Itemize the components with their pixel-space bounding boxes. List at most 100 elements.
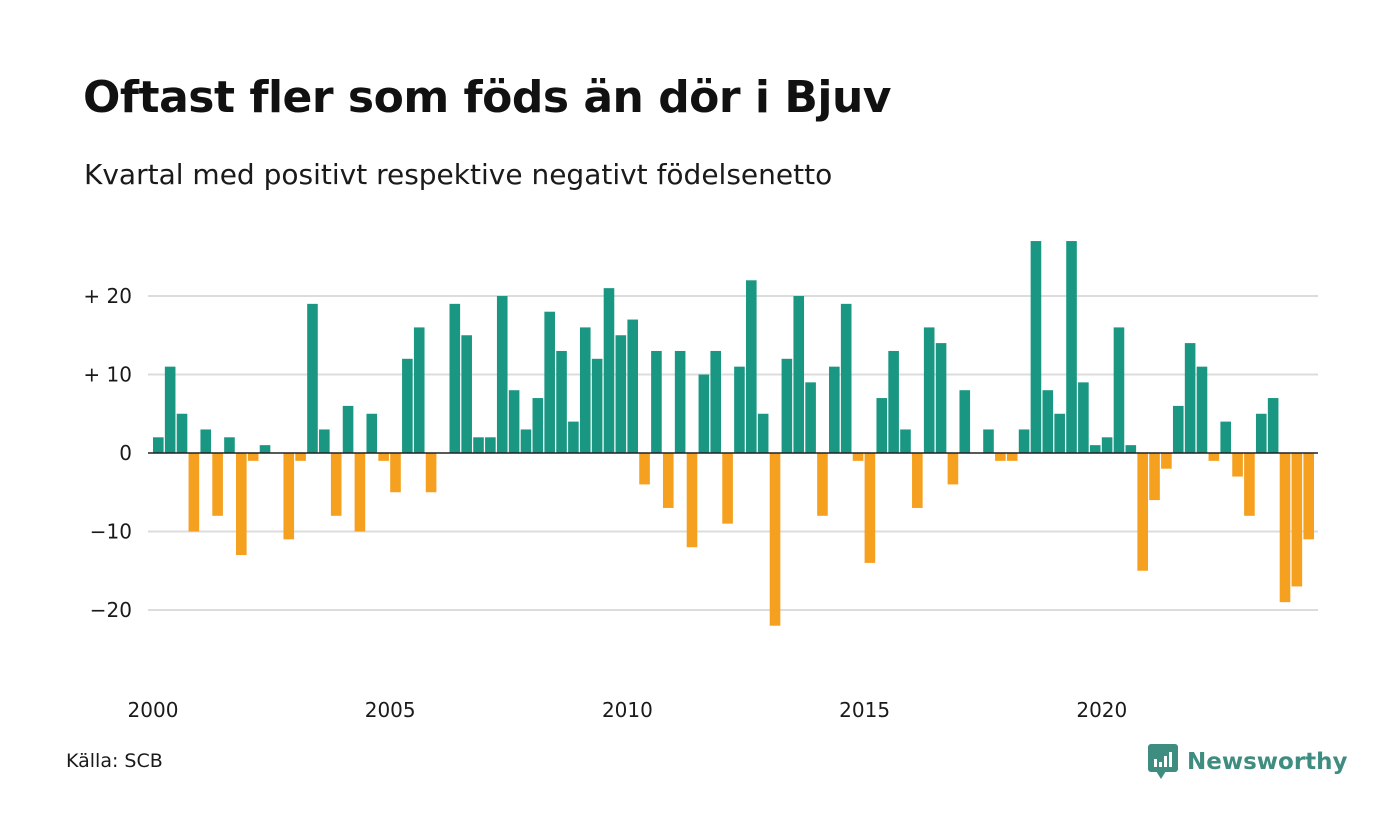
bar-positive [366, 413, 378, 453]
bar-negative [295, 453, 306, 461]
y-tick-label: + 20 [83, 284, 132, 308]
bars [153, 241, 1315, 626]
y-tick-label: −20 [90, 598, 132, 622]
bar-positive [793, 296, 805, 453]
bar-positive [615, 335, 627, 453]
bar-positive [1172, 405, 1184, 453]
bar-positive [176, 413, 188, 453]
bar-positive [1125, 445, 1137, 453]
bar-negative [852, 453, 864, 461]
bar-positive [544, 311, 555, 453]
x-tick-label: 2015 [839, 698, 890, 722]
bar-negative [864, 453, 876, 563]
y-tick-label: 0 [119, 441, 132, 465]
bar-positive [579, 327, 591, 453]
bar-positive [983, 429, 994, 453]
newsworthy-logo-icon [1148, 744, 1178, 779]
bar-positive [1066, 241, 1077, 453]
bar-negative [722, 453, 733, 524]
bar-positive [757, 413, 769, 453]
bar-positive [698, 374, 710, 453]
bar-positive [1018, 429, 1030, 453]
bar-positive [1042, 390, 1054, 453]
bar-negative [283, 453, 295, 540]
bar-positive [1101, 437, 1113, 453]
bar-positive [496, 296, 508, 453]
bar-chart: + 20 + 10 0 −10 −20 2000 2005 2010 2015 2020 [83, 241, 1318, 722]
bar-positive [1054, 413, 1065, 453]
bar-negative [1161, 453, 1172, 469]
bar-positive [449, 303, 461, 453]
bar-positive [568, 421, 579, 453]
bar-positive [627, 319, 638, 453]
bar-positive [1089, 445, 1101, 453]
bar-positive [1184, 343, 1196, 453]
bar-positive [840, 303, 852, 453]
bar-negative [947, 453, 959, 485]
bar-positive [876, 398, 888, 453]
bar-positive [710, 350, 722, 453]
bar-negative [1208, 453, 1220, 461]
bar-negative [378, 453, 389, 461]
bar-positive [935, 343, 947, 453]
bar-positive [153, 437, 164, 453]
bar-positive [591, 358, 603, 453]
source-note: Källa: SCB [66, 750, 163, 772]
bar-positive [1220, 421, 1231, 453]
bar-negative [1232, 453, 1243, 477]
bar-positive [1267, 398, 1279, 453]
bar-negative [639, 453, 650, 485]
x-tick-label: 2000 [128, 698, 179, 722]
chart-title: Oftast fler som föds än dör i Bjuv [83, 72, 891, 123]
bar-positive [829, 366, 840, 453]
bar-positive [746, 280, 757, 453]
bar-negative [817, 453, 828, 516]
bar-negative [662, 453, 674, 508]
bar-negative [995, 453, 1006, 461]
bar-positive [1030, 241, 1042, 453]
bar-positive [164, 366, 176, 453]
bar-positive [413, 327, 425, 453]
bar-negative [769, 453, 781, 626]
bar-negative [1137, 453, 1148, 571]
bar-positive [473, 437, 484, 453]
y-axis-labels: + 20 + 10 0 −10 −20 [83, 284, 132, 622]
bar-positive [307, 303, 318, 453]
bar-positive [1078, 382, 1089, 453]
bar-negative [188, 453, 200, 532]
bar-positive [259, 445, 271, 453]
y-tick-label: −10 [90, 520, 132, 544]
brand-logo: Newsworthy [1148, 744, 1348, 780]
bar-negative [1244, 453, 1255, 516]
bar-positive [200, 429, 212, 453]
bar-positive [805, 382, 816, 453]
bar-negative [212, 453, 223, 516]
bar-positive [734, 366, 745, 453]
chart-subtitle: Kvartal med positivt respektive negativt… [84, 158, 833, 191]
bar-positive [319, 429, 330, 453]
bar-positive [520, 429, 532, 453]
bar-positive [674, 350, 686, 453]
bar-positive [923, 327, 935, 453]
bar-negative [1279, 453, 1291, 603]
y-tick-label: + 10 [83, 363, 132, 387]
bar-positive [508, 390, 520, 453]
bar-positive [532, 398, 544, 453]
bar-positive [485, 437, 496, 453]
bar-positive [651, 350, 662, 453]
bar-positive [1196, 366, 1208, 453]
bar-positive [781, 358, 793, 453]
bar-positive [1255, 413, 1267, 453]
bar-positive [224, 437, 235, 453]
x-axis-labels: 2000 2005 2010 2015 2020 [128, 698, 1128, 722]
bar-negative [330, 453, 342, 516]
bar-negative [354, 453, 366, 532]
bar-positive [1113, 327, 1125, 453]
brand-name: Newsworthy [1187, 749, 1348, 775]
bar-negative [1291, 453, 1303, 587]
bar-positive [461, 335, 472, 453]
x-tick-label: 2010 [602, 698, 653, 722]
bar-positive [900, 429, 911, 453]
x-tick-label: 2005 [365, 698, 416, 722]
bar-positive [959, 390, 971, 453]
